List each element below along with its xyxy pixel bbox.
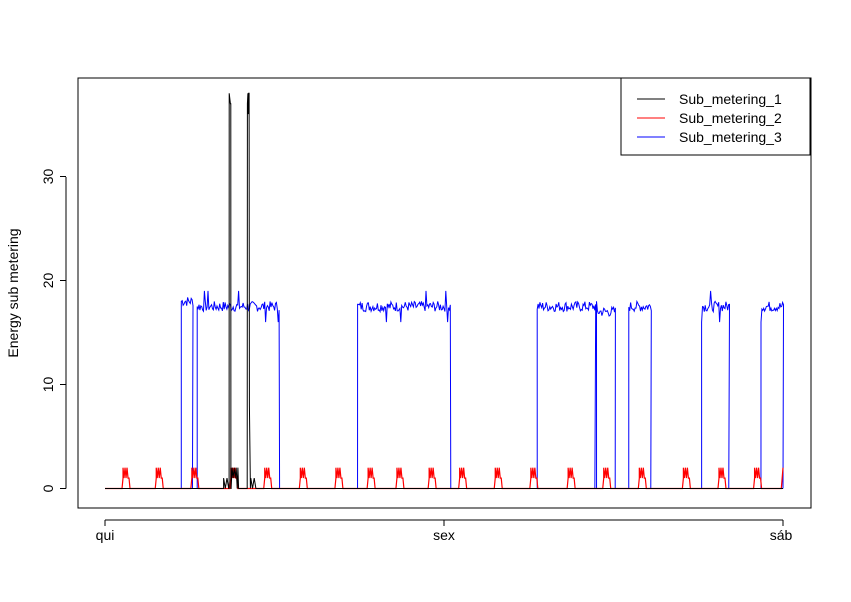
legend-label-sub-metering-3: Sub_metering_3 — [679, 129, 782, 145]
x-axis: qui sex sáb — [96, 519, 793, 543]
x-tick-label-sab: sáb — [770, 527, 793, 543]
legend-label-sub-metering-2: Sub_metering_2 — [679, 110, 782, 126]
series-sub-metering-3-line — [105, 290, 785, 489]
legend-label-sub-metering-1: Sub_metering_1 — [679, 91, 782, 107]
legend: Sub_metering_1 Sub_metering_2 Sub_meteri… — [620, 77, 811, 156]
x-tick-label-sex: sex — [433, 527, 455, 543]
y-tick-label-30: 30 — [40, 169, 56, 185]
series-sub-metering-2-line — [105, 467, 784, 490]
legend-box — [620, 77, 811, 156]
x-tick-label-qui: qui — [96, 527, 115, 543]
y-axis-title: Energy sub metering — [5, 228, 21, 357]
series-sub-metering-1-line — [105, 92, 783, 489]
plot-frame — [77, 77, 812, 509]
y-tick-label-10: 10 — [40, 377, 56, 393]
y-tick-label-0: 0 — [40, 484, 56, 492]
y-tick-label-20: 20 — [40, 273, 56, 289]
y-axis: 0 10 20 30 Energy sub metering — [5, 169, 67, 492]
plot-lines — [105, 92, 785, 490]
